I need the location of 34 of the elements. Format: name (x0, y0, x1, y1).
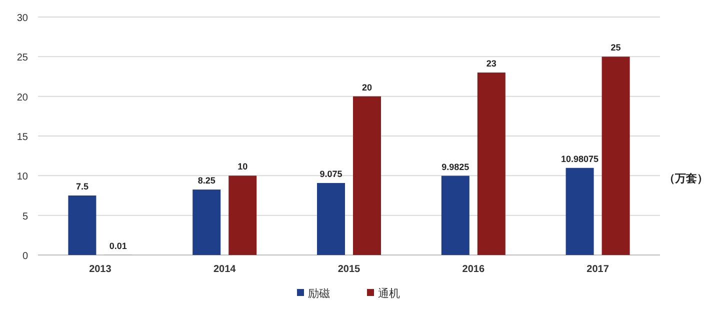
bar (317, 183, 345, 255)
bar (68, 196, 96, 255)
y-axis-title: （万套） (664, 172, 708, 185)
legend-label: 通机 (378, 287, 400, 300)
bar (228, 176, 257, 255)
x-tick-label: 2015 (338, 264, 361, 275)
x-tick-label: 2013 (89, 264, 112, 275)
bar (477, 72, 506, 255)
y-tick-label: 20 (16, 92, 28, 104)
data-label: 7.5 (76, 182, 88, 192)
bar (353, 96, 381, 255)
x-tick-label: 2017 (586, 264, 610, 275)
data-label: 25 (610, 42, 621, 53)
x-tick-label: 2014 (213, 264, 236, 275)
bar (566, 168, 594, 255)
data-label: 20 (362, 82, 372, 92)
x-tick-label: 2016 (462, 264, 485, 275)
data-label: 8.25 (198, 176, 216, 186)
y-tick-label: 0 (22, 251, 28, 262)
data-label: 9.075 (320, 169, 342, 180)
data-label: 9.9825 (442, 162, 470, 172)
bar (192, 190, 221, 255)
data-label: 23 (486, 58, 496, 69)
y-tick-label: 30 (16, 13, 28, 24)
y-tick-label: 15 (16, 132, 28, 143)
legend-label: 励磁 (308, 288, 330, 300)
data-label: 10 (238, 162, 248, 172)
bar (602, 56, 630, 255)
y-tick-label: 25 (16, 52, 28, 64)
y-tick-label: 10 (16, 172, 28, 183)
data-label: 10.98075 (561, 154, 599, 164)
bar (441, 176, 470, 255)
y-tick-label: 5 (22, 211, 28, 222)
data-label: 0.01 (109, 240, 127, 251)
